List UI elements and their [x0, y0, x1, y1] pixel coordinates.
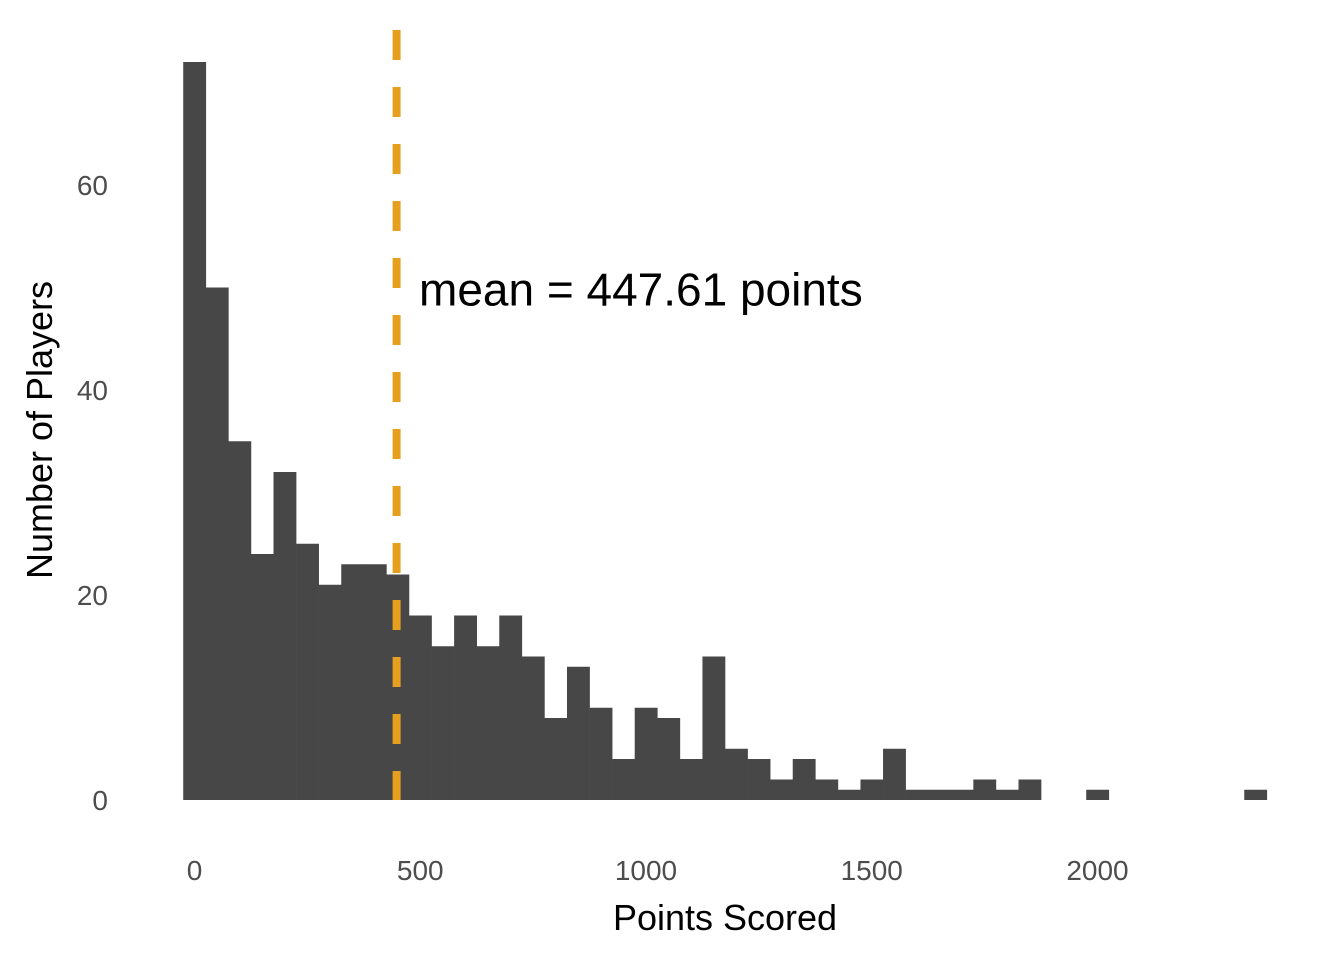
histogram-bar [454, 615, 477, 800]
histogram-bar [566, 666, 590, 800]
histogram-bar [408, 615, 432, 800]
histogram-bar [905, 789, 929, 800]
y-tick-label: 60 [77, 170, 108, 201]
x-tick-label: 1500 [841, 855, 903, 886]
histogram-bar [815, 779, 839, 800]
y-axis-title: Number of Players [19, 281, 60, 579]
histogram-bar [183, 62, 207, 800]
histogram-bar [1086, 789, 1110, 800]
histogram-bar [544, 718, 568, 800]
histogram-bar [589, 707, 613, 800]
histogram-bar [612, 759, 636, 800]
histogram-bar [1018, 779, 1042, 800]
histogram-bar [770, 779, 794, 800]
histogram-bar [792, 759, 816, 800]
histogram-bar [679, 759, 703, 800]
histogram-bar [995, 789, 1019, 800]
histogram-bar [837, 789, 861, 800]
x-axis-title: Points Scored [613, 897, 837, 938]
mean-annotation: mean = 447.61 points [419, 264, 863, 316]
histogram-bar [476, 646, 500, 800]
x-axis-ticks: 0 500 1000 1500 2000 [187, 855, 1129, 886]
x-tick-label: 2000 [1066, 855, 1128, 886]
histogram-bar [521, 656, 545, 800]
histogram-bar [725, 748, 748, 800]
y-tick-label: 20 [77, 580, 108, 611]
histogram-bar [973, 779, 997, 800]
histogram-bar [228, 441, 252, 800]
histogram-bar [702, 656, 726, 800]
histogram-bar [341, 564, 365, 800]
histogram-bar [318, 584, 342, 800]
histogram-bar [657, 718, 681, 800]
histogram-bar [950, 789, 974, 800]
histogram-bar [250, 554, 274, 800]
x-tick-label: 1000 [615, 855, 677, 886]
y-tick-label: 0 [92, 785, 108, 816]
histogram-bar [499, 615, 523, 800]
histogram-bar [634, 707, 658, 800]
histogram-bars [183, 62, 1268, 800]
histogram-bar [363, 564, 387, 800]
y-axis-ticks: 0 20 40 60 [77, 170, 108, 816]
histogram-bar [1244, 789, 1268, 800]
histogram-bar [431, 646, 455, 800]
histogram-bar [386, 574, 410, 800]
x-tick-label: 0 [187, 855, 203, 886]
histogram-bar [296, 543, 319, 800]
x-tick-label: 500 [397, 855, 444, 886]
histogram-bar [928, 789, 952, 800]
histogram-bar [273, 472, 297, 800]
histogram-bar [747, 759, 771, 800]
histogram-bar [883, 748, 906, 800]
y-tick-label: 40 [77, 375, 108, 406]
histogram-bar [860, 779, 884, 800]
histogram-bar [205, 287, 229, 800]
